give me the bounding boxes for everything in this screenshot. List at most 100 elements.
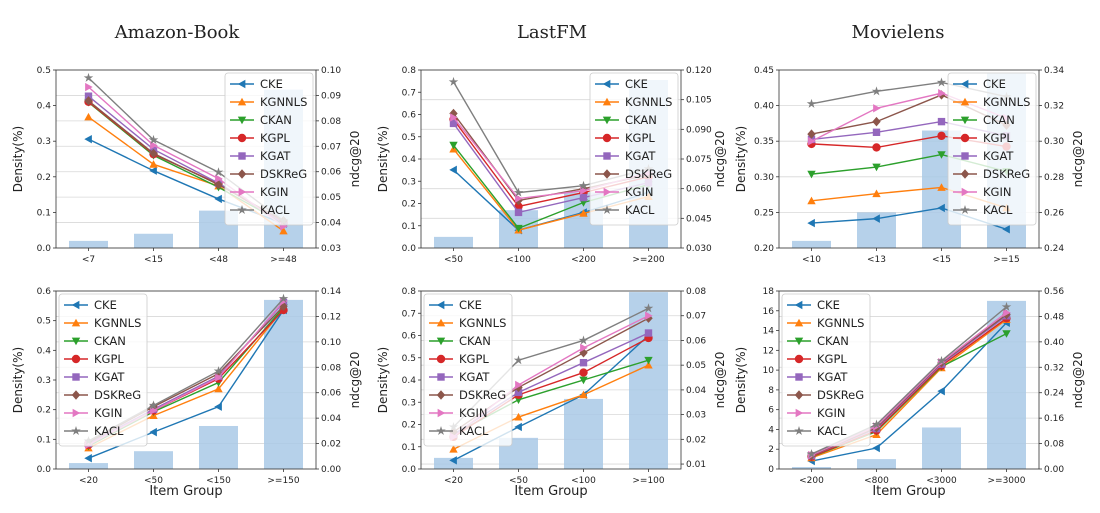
x-axis-label: Item Group (149, 484, 222, 499)
legend-marker (237, 205, 247, 215)
data-point (871, 419, 882, 429)
data-point (807, 129, 816, 139)
y2-tick-label: 0.06 (321, 168, 341, 178)
data-point (580, 343, 588, 353)
data-point (84, 453, 92, 463)
y-tick-label: 0.25 (754, 208, 774, 218)
x-tick-label: >=48 (270, 255, 297, 265)
legend-marker (72, 373, 80, 381)
legend-item-ckan: CKAN (230, 113, 292, 127)
data-point (937, 131, 946, 141)
data-point (514, 422, 522, 432)
legend-label: CKAN (625, 113, 657, 127)
panels: 0.00.10.20.30.40.50.030.040.050.060.070.… (11, 66, 1085, 499)
data-point (279, 226, 288, 235)
legend-label: KGPL (817, 352, 847, 366)
legend-marker (437, 373, 445, 381)
y2-axis-label: ndcg@20 (713, 131, 727, 188)
data-point (85, 82, 93, 92)
legend-item-dskreg: DSKReG (595, 167, 672, 181)
legend-label: CKAN (459, 334, 491, 348)
y-axis-label: Density(%) (11, 347, 25, 413)
legend-item-dskreg: DSKReG (230, 167, 307, 181)
legend-label: KACL (459, 424, 489, 438)
legend-item-kgat: KGAT (787, 370, 848, 384)
legend: CKE KGNNLS CKAN KGPL KGAT DSKReG KGIN KACL (589, 72, 679, 226)
legend-item-kgnnls: KGNNLS (953, 95, 1030, 109)
y2-tick-label: 0.24 (1044, 244, 1064, 254)
y-tick-label: 0 (768, 465, 774, 475)
y2-tick-label: 0.04 (321, 219, 341, 229)
y-tick-label: 14 (763, 327, 775, 337)
legend-label: KGAT (983, 149, 1014, 163)
data-point (449, 141, 458, 150)
legend-label: CKE (459, 298, 482, 312)
y2-tick-label: 0.02 (321, 440, 341, 450)
legend-marker (794, 426, 804, 436)
density-bar (199, 425, 238, 469)
y-axis-label: Density(%) (376, 126, 390, 192)
x-tick-label: <100 (571, 476, 596, 486)
y2-tick-label: 0.40 (1044, 338, 1064, 348)
legend-item-cke: CKE (429, 298, 482, 312)
y2-tick-label: 0.090 (686, 125, 712, 135)
data-point (872, 116, 881, 127)
density-bar (922, 427, 961, 469)
legend-box (423, 293, 513, 447)
y2-tick-label: 0.120 (686, 66, 712, 76)
legend-label: DSKReG (983, 167, 1030, 181)
legend-label: KGNNLS (260, 95, 307, 109)
y-tick-label: 0.2 (37, 406, 51, 416)
legend-item-kgpl: KGPL (429, 352, 489, 366)
legend-box (781, 293, 871, 447)
data-point (872, 189, 881, 198)
legend-item-kgnnls: KGNNLS (64, 316, 141, 330)
data-point (514, 412, 523, 421)
legend-label: KGIN (983, 185, 1011, 199)
legend-label: KGAT (625, 149, 656, 163)
x-tick-label: <3000 (926, 476, 957, 486)
data-point (150, 141, 158, 150)
data-point (449, 108, 458, 119)
legend-item-kacl: KACL (429, 424, 489, 438)
legend-box (947, 72, 1037, 226)
x-tick-label: <50 (444, 255, 463, 265)
legend-marker (960, 205, 970, 215)
legend-marker (960, 79, 969, 89)
legend-item-kgpl: KGPL (595, 131, 655, 145)
x-tick-label: <20 (79, 476, 98, 486)
data-point (449, 119, 458, 128)
legend-marker (795, 373, 803, 381)
y2-tick-label: 0.03 (321, 244, 341, 254)
density-bar (564, 398, 603, 469)
data-point (149, 160, 158, 168)
y-axis-label: Density(%) (376, 347, 390, 413)
data-point (84, 96, 93, 106)
legend-item-dskreg: DSKReG (429, 388, 506, 402)
legend-marker (238, 187, 247, 197)
data-point (579, 376, 588, 385)
data-point (449, 445, 458, 453)
legend-item-kgat: KGAT (230, 149, 291, 163)
legend-item-cke: CKE (230, 77, 283, 91)
y2-tick-label: 0.10 (321, 338, 341, 348)
data-point (872, 143, 881, 152)
y-tick-label: 0.2 (402, 421, 416, 431)
legend-marker (71, 318, 81, 327)
x-tick-label: <800 (864, 476, 889, 486)
y-tick-label: 0.3 (37, 137, 51, 147)
data-point (83, 72, 94, 82)
data-point (449, 165, 457, 175)
legend-label: CKE (94, 298, 117, 312)
data-point (873, 104, 881, 113)
legend-label: KGAT (260, 149, 291, 163)
data-point (215, 373, 223, 382)
legend-item-ckan: CKAN (953, 113, 1015, 127)
data-point (807, 196, 816, 205)
density-bar (434, 236, 473, 248)
data-point (936, 355, 947, 365)
legend-item-kgat: KGAT (595, 149, 656, 163)
x-tick-label: <20 (444, 476, 463, 486)
y2-tick-label: 0.12 (321, 312, 341, 322)
legend-item-kacl: KACL (595, 203, 655, 217)
